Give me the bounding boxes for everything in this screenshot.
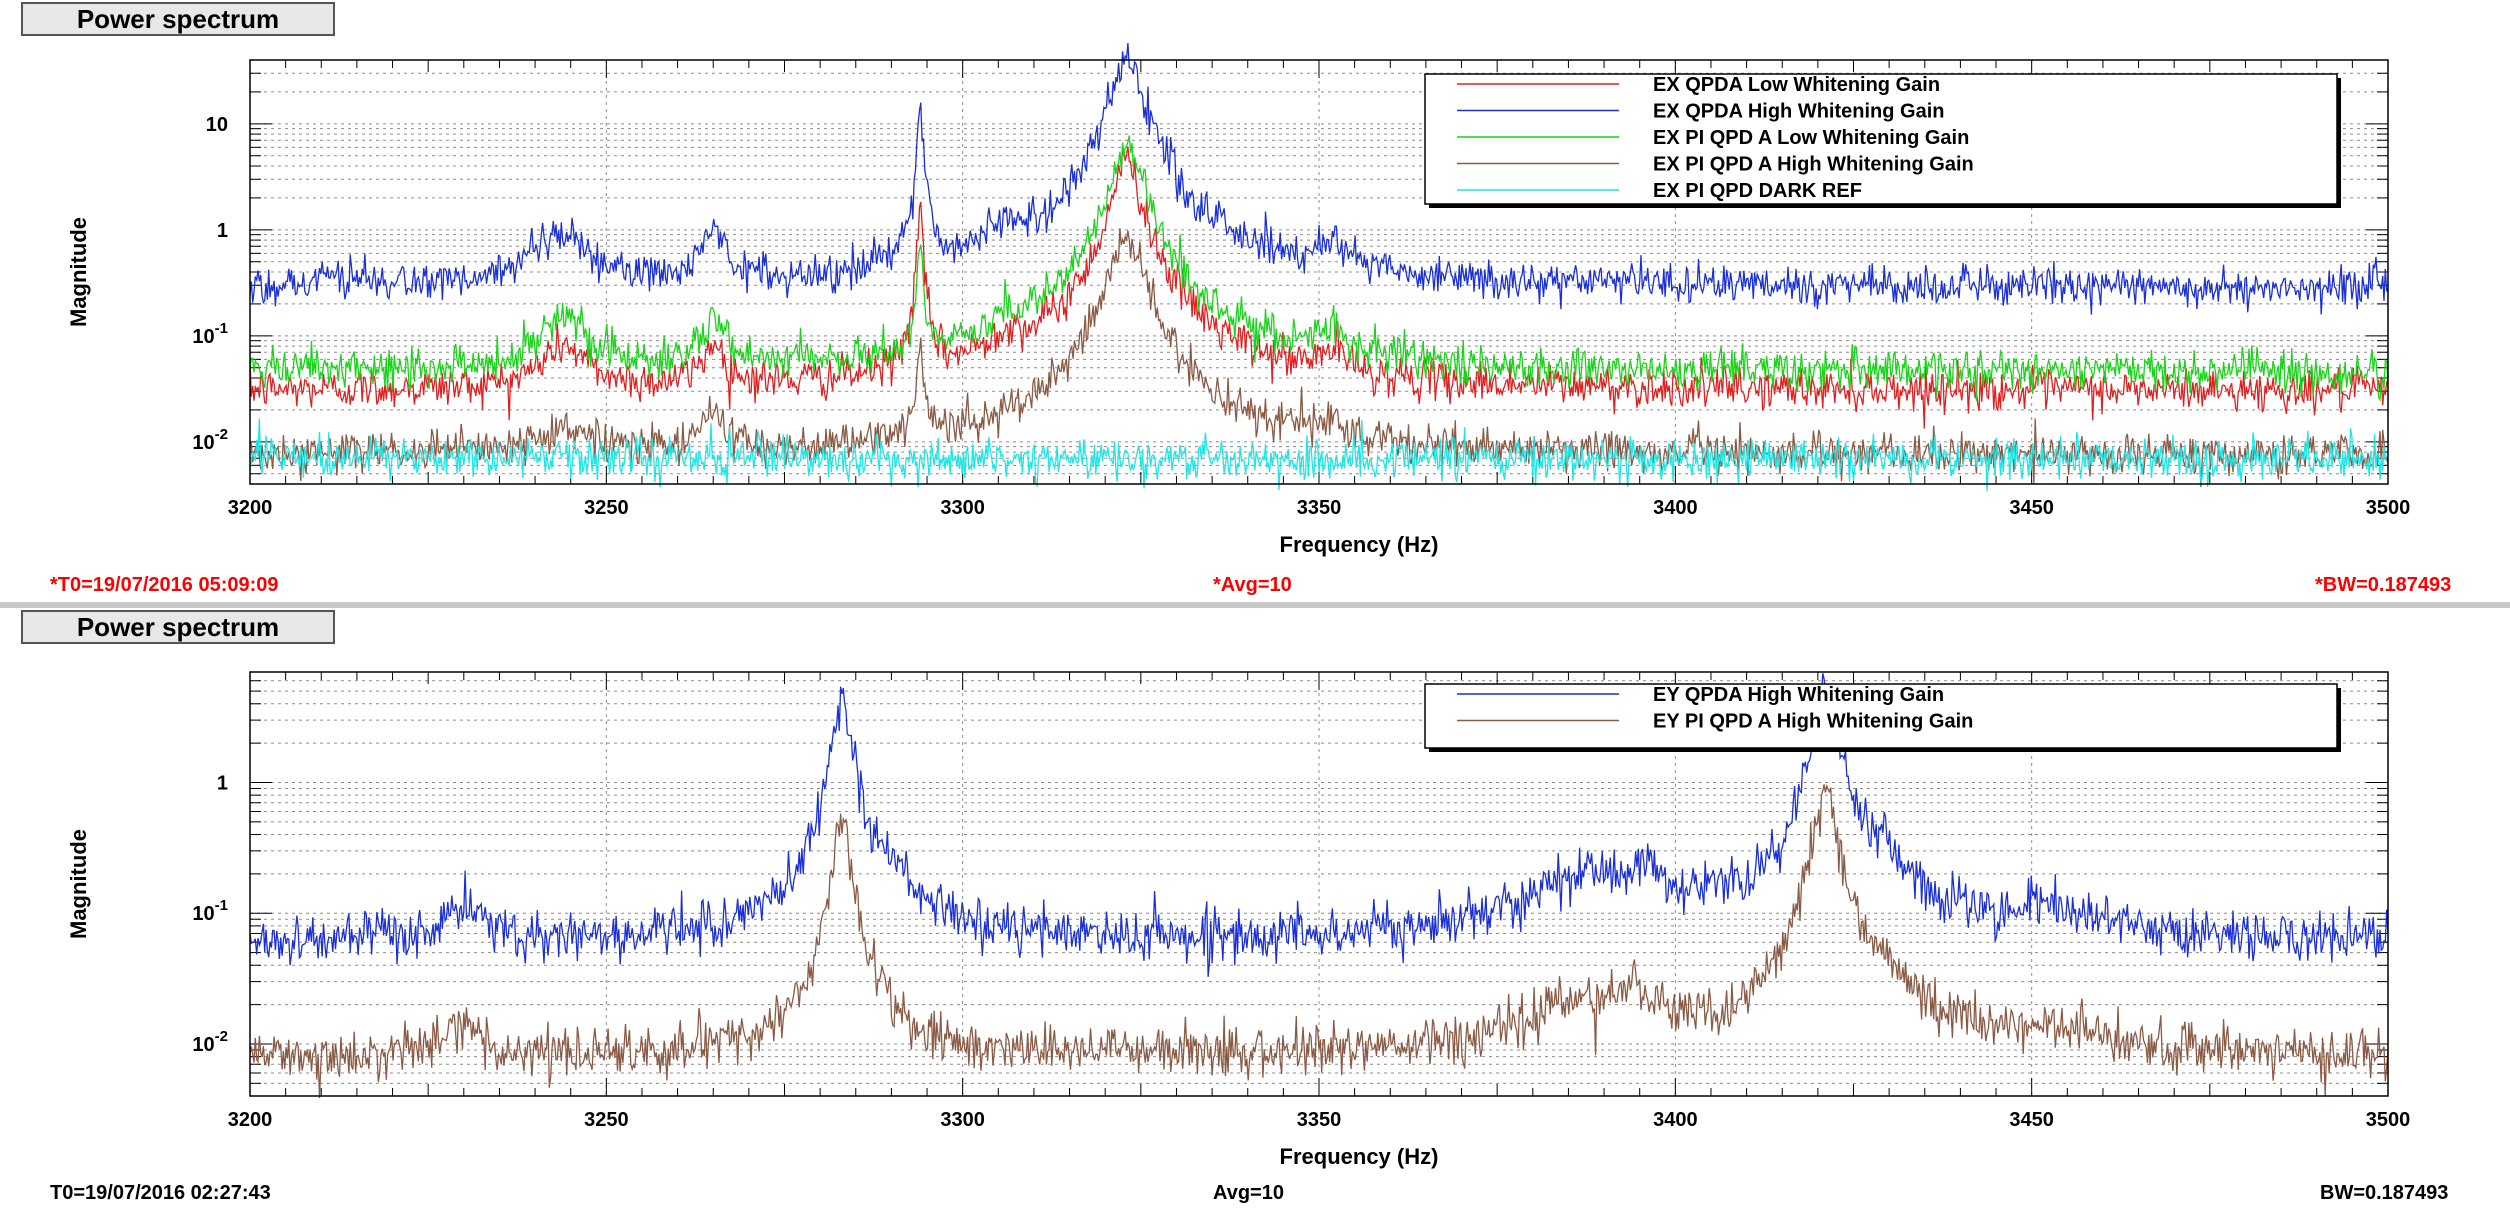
series-line-1 xyxy=(249,673,2389,977)
series-line-2 xyxy=(249,42,2389,315)
y-tick-label: 10-1 xyxy=(192,897,228,925)
x-tick-label: 3450 xyxy=(2009,497,2054,519)
legend-entry: EX PI QPD A High Whitening Gain xyxy=(1653,154,1974,176)
legend-entry: EY QPDA High Whitening Gain xyxy=(1653,684,1944,706)
x-tick-label: 3400 xyxy=(1653,497,1698,519)
y-tick-label: 10-2 xyxy=(192,426,228,454)
plot-frame xyxy=(249,59,2389,485)
legend-entry: EX PI QPD DARK REF xyxy=(1653,180,1862,202)
power-spectrum-panel-bottom: Power spectrum 3200 3250 3300 3350 3400 3450 3… xyxy=(0,608,2510,1210)
legend-entry: EY PI QPD A High Whitening Gain xyxy=(1653,711,1973,733)
series-line-3 xyxy=(249,135,2389,402)
y-tick-label: 1 xyxy=(217,220,228,242)
series-line-2 xyxy=(249,783,2389,1098)
x-tick-label: 3350 xyxy=(1297,1109,1342,1131)
y-tick-label: 1 xyxy=(217,772,228,794)
series-line-4 xyxy=(249,228,2389,488)
legend: EX QPDA Low Whitening Gain EX QPDA High W… xyxy=(1424,73,2341,208)
t0-timestamp: T0=19/07/2016 02:27:43 xyxy=(50,1182,271,1204)
x-tick-label: 3300 xyxy=(940,497,985,519)
ex-power-spectrum-chart: 3200 3250 3300 3350 3400 3450 3500 10-2 10-1 1 10 F… xyxy=(66,42,2411,557)
x-tick-label: 3200 xyxy=(228,1109,273,1131)
y-axis-label: Magnitude xyxy=(66,829,91,939)
legend: EY QPDA High Whitening Gain EY PI QPD A H… xyxy=(1424,683,2341,752)
averages-count: *Avg=10 xyxy=(1213,574,1292,596)
x-tick-label: 3250 xyxy=(584,497,629,519)
plot-frame xyxy=(249,671,2389,1097)
y-tick-label: 10-1 xyxy=(192,320,228,348)
x-axis-label: Frequency (Hz) xyxy=(1280,532,1439,557)
y-tick-label: 10 xyxy=(206,114,228,136)
power-spectrum-panel-top: Power spectrum 3200 3250 3300 3350 3400 3450 3… xyxy=(21,2,2452,596)
x-tick-label: 3300 xyxy=(940,1109,985,1131)
t0-timestamp: *T0=19/07/2016 05:09:09 xyxy=(50,574,279,596)
panel-separator xyxy=(0,602,2510,608)
panel-tab-title[interactable]: Power spectrum xyxy=(21,610,335,644)
x-tick-label: 3250 xyxy=(584,1109,629,1131)
legend-entry: EX PI QPD A Low Whitening Gain xyxy=(1653,127,1969,149)
x-axis-label: Frequency (Hz) xyxy=(1280,1144,1439,1169)
bandwidth-value: BW=0.187493 xyxy=(2320,1182,2449,1204)
averages-count: Avg=10 xyxy=(1213,1182,1284,1204)
x-tick-label: 3500 xyxy=(2366,497,2411,519)
series-line-5 xyxy=(249,418,2389,492)
legend-entry: EX QPDA Low Whitening Gain xyxy=(1653,74,1940,96)
y-axis-label: Magnitude xyxy=(66,217,91,327)
ey-power-spectrum-chart: 3200 3250 3300 3350 3400 3450 3500 10-2 10-1 1 Fre… xyxy=(66,671,2411,1169)
x-tick-label: 3350 xyxy=(1297,497,1342,519)
bandwidth-value: *BW=0.187493 xyxy=(2315,574,2452,596)
x-tick-label: 3200 xyxy=(228,497,273,519)
y-tick-label: 10-2 xyxy=(192,1028,228,1056)
panel-tab-title[interactable]: Power spectrum xyxy=(21,2,335,36)
legend-entry: EX QPDA High Whitening Gain xyxy=(1653,101,1944,123)
x-tick-label: 3450 xyxy=(2009,1109,2054,1131)
x-tick-label: 3400 xyxy=(1653,1109,1698,1131)
x-tick-label: 3500 xyxy=(2366,1109,2411,1131)
